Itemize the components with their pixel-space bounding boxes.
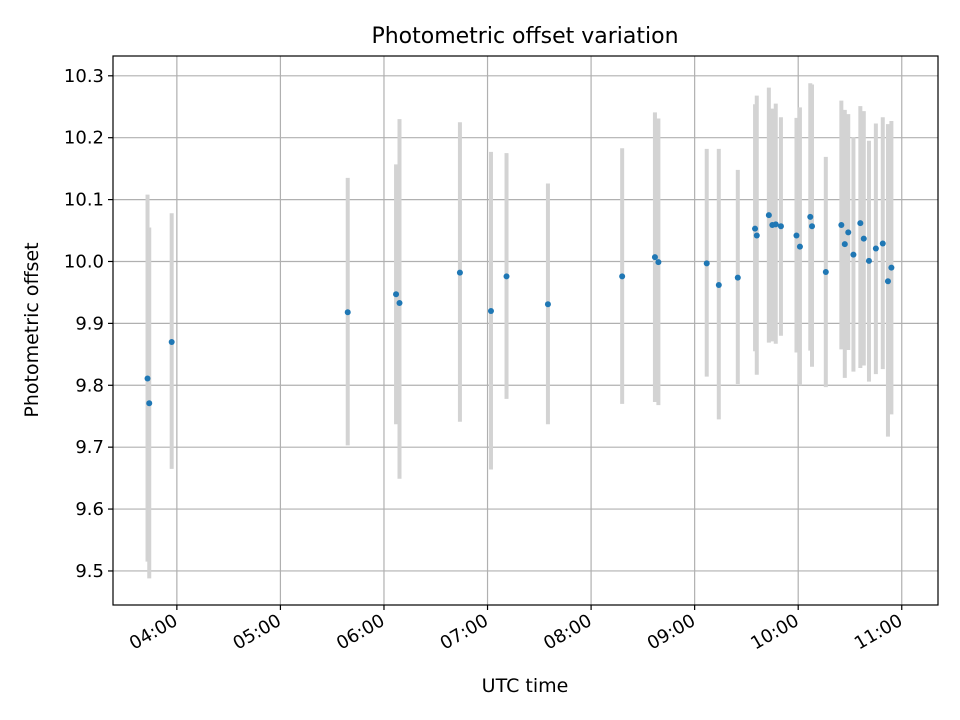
data-point	[845, 229, 852, 236]
data-point	[777, 223, 784, 230]
data-point	[796, 243, 803, 250]
data-point	[144, 375, 151, 382]
data-point	[393, 291, 400, 298]
y-tick-label: 10.1	[64, 190, 104, 211]
data-point	[884, 278, 891, 285]
data-point	[619, 273, 626, 280]
y-tick-label: 10.2	[64, 128, 104, 149]
data-point	[860, 235, 867, 242]
y-axis-label: Photometric offset	[21, 242, 43, 417]
data-point	[544, 301, 551, 308]
data-point	[879, 240, 886, 247]
data-point	[872, 245, 879, 252]
data-point	[822, 269, 829, 276]
data-point	[841, 241, 848, 248]
data-point	[456, 269, 463, 276]
data-point	[807, 213, 814, 220]
data-point	[146, 400, 153, 407]
data-point	[865, 257, 872, 264]
data-point	[752, 225, 759, 232]
grid	[113, 56, 938, 605]
data-points	[144, 212, 895, 407]
data-point	[793, 232, 800, 239]
data-point	[857, 220, 864, 227]
y-tick-label: 9.7	[75, 437, 104, 458]
y-tick-label: 10.3	[64, 66, 104, 87]
y-tick-label: 9.9	[75, 313, 104, 334]
data-point	[715, 282, 722, 289]
data-point	[838, 221, 845, 228]
y-tick-label: 9.5	[75, 561, 104, 582]
data-point	[344, 309, 351, 316]
data-point	[503, 273, 510, 280]
plot-frame	[112, 55, 939, 606]
data-point	[703, 260, 710, 267]
data-point	[888, 264, 895, 271]
data-point	[487, 308, 494, 315]
x-axis-label: UTC time	[482, 675, 569, 697]
data-point	[655, 259, 662, 266]
data-point	[753, 232, 760, 239]
data-point	[651, 254, 658, 261]
y-tick-label: 9.8	[75, 375, 104, 396]
data-point	[809, 223, 816, 230]
data-point	[396, 299, 403, 306]
data-point	[772, 221, 779, 228]
data-point	[850, 251, 857, 258]
data-point	[734, 274, 741, 281]
y-tick-label: 10.0	[64, 251, 104, 272]
y-tick-label: 9.6	[75, 499, 104, 520]
data-point	[168, 338, 175, 345]
data-point	[765, 212, 772, 219]
chart-title: Photometric offset variation	[371, 24, 678, 49]
